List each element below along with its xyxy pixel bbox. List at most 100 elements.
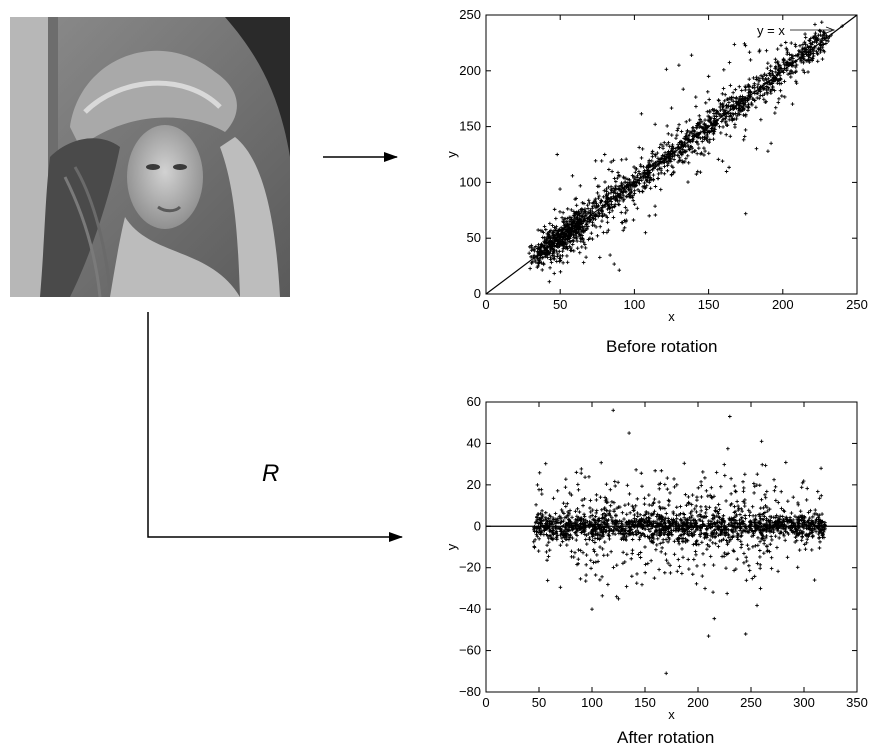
- after-data-point: [630, 551, 635, 556]
- after-data-point: [786, 499, 790, 503]
- after-data-point: [776, 569, 780, 574]
- after-data-point: [725, 591, 729, 596]
- before-data-point: [574, 235, 579, 239]
- after-data-point: [758, 555, 762, 559]
- after-x-tick-label: 150: [634, 695, 656, 710]
- after-data-point: [616, 480, 620, 485]
- before-data-point: [554, 227, 558, 231]
- before-data-point: [632, 191, 637, 196]
- after-data-point: [705, 547, 709, 552]
- after-data-point: [546, 554, 551, 559]
- after-data-point: [605, 553, 610, 557]
- after-data-point: [579, 467, 584, 471]
- after-data-point: [806, 510, 811, 515]
- after-data-point: [700, 540, 704, 545]
- after-data-point: [724, 499, 728, 503]
- before-data-point: [705, 133, 709, 137]
- after-data-point: [664, 511, 669, 516]
- after-data-point: [707, 505, 712, 510]
- before-data-point: [727, 100, 731, 105]
- after-data-point: [564, 477, 568, 482]
- after-data-point: [758, 566, 762, 571]
- after-data-point: [773, 485, 778, 489]
- after-data-point: [711, 563, 716, 567]
- after-data-point: [817, 536, 821, 540]
- after-data-point: [695, 498, 699, 502]
- before-data-point: [794, 63, 799, 67]
- before-data-point: [542, 224, 547, 229]
- after-data-point: [682, 461, 687, 466]
- before-data-point: [751, 76, 756, 80]
- after-data-point: [584, 563, 589, 567]
- after-data-point: [717, 539, 722, 543]
- before-data-point: [762, 97, 766, 102]
- after-data-point: [745, 543, 750, 547]
- after-y-tick-label: 0: [474, 518, 481, 533]
- before-data-point: [760, 76, 765, 81]
- after-data-point: [652, 497, 657, 501]
- after-data-point: [672, 477, 676, 481]
- before-data-point: [741, 113, 746, 117]
- after-data-point: [756, 543, 760, 548]
- before-data-point: [708, 137, 712, 142]
- after-data-point: [590, 538, 595, 543]
- after-data-point: [642, 496, 647, 501]
- after-data-point: [643, 545, 647, 549]
- after-data-point: [678, 504, 683, 509]
- after-data-point: [722, 554, 726, 559]
- before-data-point: [734, 101, 739, 106]
- after-data-point: [558, 543, 563, 547]
- after-data-point: [774, 498, 778, 503]
- after-data-point: [574, 538, 579, 542]
- before-data-point: [636, 187, 640, 192]
- after-data-point: [742, 551, 746, 556]
- before-y-tick-label: 200: [459, 63, 481, 78]
- before-data-point: [756, 91, 760, 95]
- after-data-point: [724, 566, 728, 570]
- before-data-point: [687, 133, 692, 137]
- after-data-point: [655, 533, 659, 537]
- after-data-point: [553, 511, 558, 516]
- after-data-point: [590, 607, 594, 611]
- before-data-point: [635, 173, 640, 178]
- after-data-point: [809, 548, 814, 552]
- after-data-point: [537, 470, 542, 475]
- after-data-point: [570, 536, 575, 540]
- after-data-point: [729, 476, 733, 481]
- after-data-point: [769, 534, 773, 539]
- after-data-point: [703, 476, 707, 480]
- after-data-point: [812, 578, 817, 582]
- after-data-point: [581, 503, 585, 508]
- after-data-point: [653, 468, 657, 473]
- after-data-point: [600, 574, 604, 579]
- after-data-point: [579, 471, 584, 475]
- after-data-point: [598, 545, 602, 549]
- before-data-point: [824, 38, 828, 43]
- after-data-point: [693, 549, 698, 554]
- after-data-point: [762, 551, 766, 556]
- before-data-point: [549, 260, 554, 265]
- after-data-point: [655, 536, 660, 541]
- after-data-point: [592, 549, 597, 554]
- after-data-point: [622, 517, 626, 521]
- before-data-point: [569, 248, 574, 253]
- after-data-point: [739, 533, 744, 538]
- after-data-point: [596, 559, 600, 564]
- after-data-point: [776, 500, 781, 505]
- before-data-point: [650, 151, 654, 156]
- after-data-point: [744, 578, 749, 583]
- after-data-point: [663, 482, 667, 487]
- after-data-point: [770, 538, 774, 542]
- after-data-point: [708, 554, 713, 559]
- after-data-point: [797, 548, 802, 552]
- after-data-point: [784, 460, 788, 465]
- after-data-point: [611, 408, 615, 413]
- before-data-point: [574, 203, 579, 208]
- after-data-point: [703, 586, 707, 591]
- before-data-point: [787, 52, 792, 57]
- after-data-point: [638, 550, 643, 555]
- after-data-point: [574, 470, 579, 475]
- before-data-point: [803, 35, 808, 40]
- after-data-point: [613, 532, 617, 537]
